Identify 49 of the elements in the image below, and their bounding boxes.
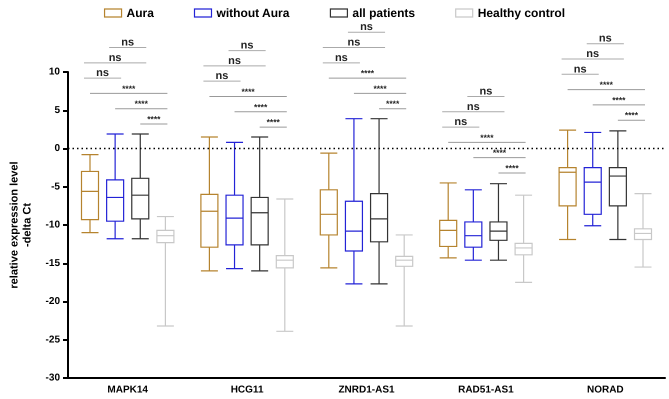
x-tick-label: MAPK14 (107, 384, 148, 396)
x-tick-label: HCG11 (230, 384, 264, 396)
y-tick-label: -20 (46, 296, 60, 307)
y-tick-label: -15 (46, 258, 60, 269)
annotation: **** (624, 110, 639, 120)
annotation: ns (454, 116, 468, 128)
annotation: ns (96, 67, 109, 80)
annotation: **** (147, 114, 162, 124)
y-tick-label: -10 (46, 220, 60, 230)
x-tick-label: NORAD (586, 384, 624, 396)
text: ns (108, 52, 122, 64)
annotation: **** (122, 83, 136, 94)
annotation: **** (241, 86, 256, 96)
annotation: ns (466, 100, 480, 113)
annotation: **** (360, 68, 375, 78)
y-tick-label: -30 (46, 372, 60, 384)
text: ns (586, 48, 600, 60)
text: ns (348, 36, 360, 49)
annotation: **** (254, 102, 268, 112)
annotation: **** (612, 94, 626, 105)
annotation: **** (134, 98, 149, 109)
text: ns (360, 21, 373, 34)
annotation: **** (600, 80, 614, 90)
legend-label: Healthy control (478, 6, 566, 20)
text: ns (228, 54, 241, 67)
text: ns (334, 52, 348, 64)
text: ns (240, 40, 254, 52)
x-tick-label: ZNRD1-AS1 (338, 384, 395, 396)
legend-label: without Aura (215, 6, 290, 20)
legend-label: all patients (352, 6, 416, 20)
annotation: ns (216, 70, 228, 82)
annotation: **** (386, 98, 400, 109)
annotation: ns (574, 63, 587, 76)
y-tick-label: 5 (54, 104, 60, 116)
annotation: **** (266, 117, 281, 128)
y-tick-label: 10 (48, 66, 60, 78)
x-tick-label: RAD51-AS1 (458, 384, 514, 396)
annotation: **** (505, 162, 520, 173)
text: ns (598, 32, 612, 45)
y-tick-label: 0 (54, 143, 60, 154)
annotation: **** (480, 132, 494, 142)
text: ns (121, 36, 134, 49)
y-tick-label: -25 (46, 334, 60, 346)
legend-label: Aura (126, 6, 154, 20)
annotation: **** (492, 148, 507, 158)
y-axis-title: relative expression level -delta Ct (8, 161, 34, 289)
annotation: **** (373, 83, 388, 94)
annotation: ns (479, 85, 492, 98)
y-tick-label: -5 (51, 181, 60, 192)
